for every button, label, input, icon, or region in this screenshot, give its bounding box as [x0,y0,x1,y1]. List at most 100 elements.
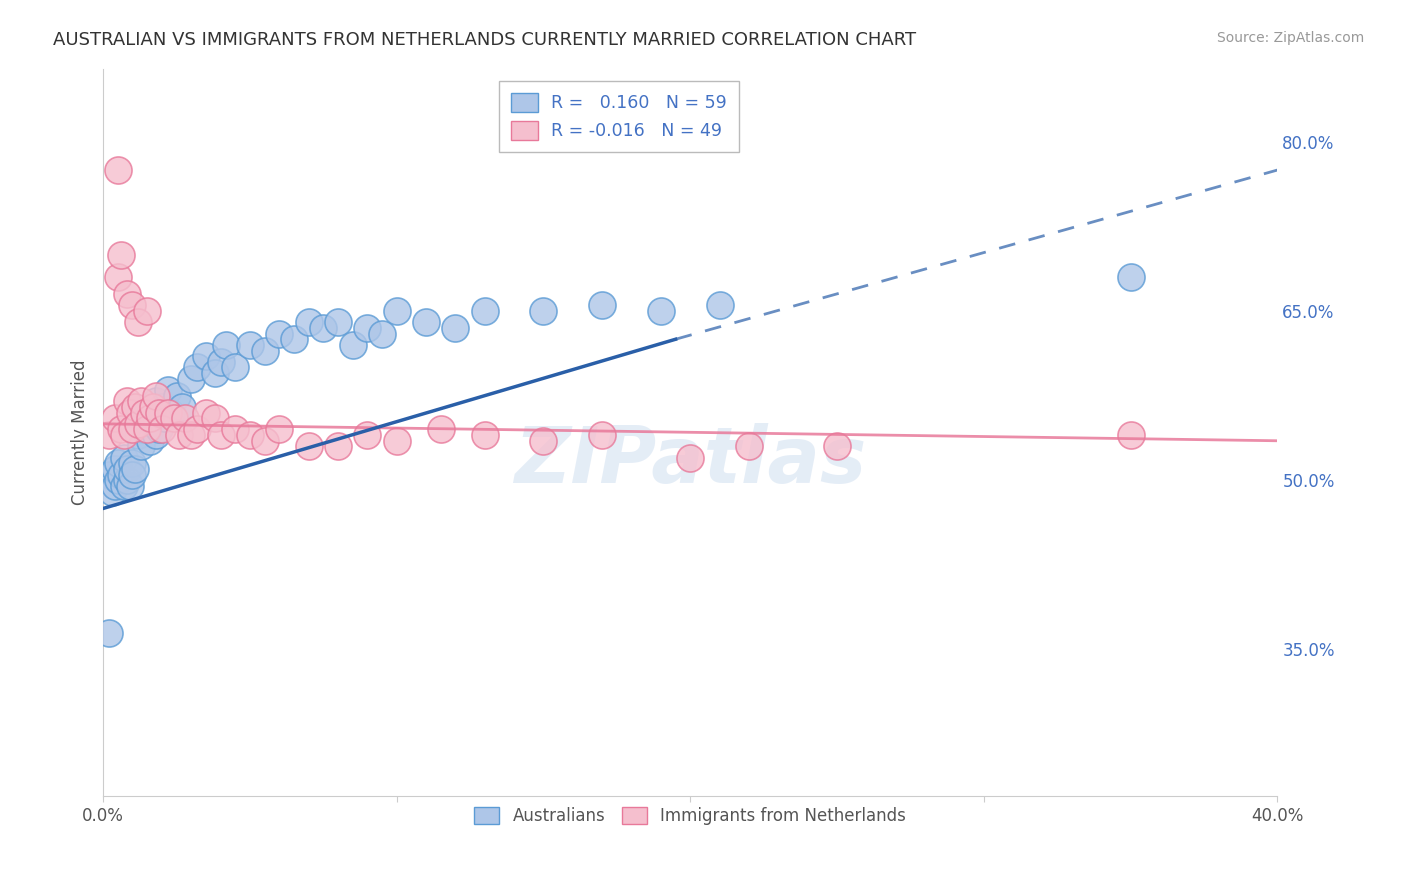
Point [342,338,364,352]
Point [104,462,127,476]
Point [110,247,132,261]
Point [356,321,378,335]
Point [134,422,156,436]
Point [156,383,179,397]
Text: ZIPatlas: ZIPatlas [515,424,866,500]
Point [204,411,226,425]
Point [115,473,138,487]
Point [148,406,170,420]
Point [112,450,135,465]
Point [172,400,194,414]
Text: Source: ZipAtlas.com: Source: ZipAtlas.com [1216,31,1364,45]
Point [118,479,141,493]
Point [121,467,143,482]
Point [591,298,613,312]
Point [444,321,467,335]
Point [215,338,238,352]
Point [159,406,181,420]
Point [371,326,394,341]
Point [98,467,121,482]
Point [209,355,232,369]
Point [139,434,162,448]
Point [298,315,321,329]
Point [166,389,188,403]
Point [112,479,135,493]
Point [180,428,202,442]
Point [415,315,437,329]
Point [136,304,159,318]
Point [145,428,167,442]
Point [107,270,129,285]
Point [139,411,162,425]
Point [169,428,191,442]
Point [253,343,276,358]
Point [150,422,173,436]
Point [253,434,276,448]
Point [298,439,321,453]
Text: AUSTRALIAN VS IMMIGRANTS FROM NETHERLANDS CURRENTLY MARRIED CORRELATION CHART: AUSTRALIAN VS IMMIGRANTS FROM NETHERLAND… [53,31,917,49]
Point [118,406,141,420]
Point [474,428,496,442]
Point [825,439,848,453]
Point [591,428,613,442]
Point [709,298,731,312]
Point [1119,428,1142,442]
Point [385,434,408,448]
Point [107,456,129,470]
Point [115,462,138,476]
Point [127,315,149,329]
Point [186,360,208,375]
Point [136,422,159,436]
Point [738,439,761,453]
Point [385,304,408,318]
Point [121,298,143,312]
Point [136,422,159,436]
Point [124,400,146,414]
Point [104,479,127,493]
Point [650,304,672,318]
Point [107,473,129,487]
Legend: Australians, Immigrants from Netherlands: Australians, Immigrants from Netherlands [464,797,917,835]
Point [136,406,159,420]
Point [145,394,167,409]
Point [209,428,232,442]
Point [127,428,149,442]
Point [110,422,132,436]
Point [204,366,226,380]
Point [224,360,246,375]
Point [186,422,208,436]
Point [104,411,127,425]
Point [162,411,184,425]
Point [239,428,262,442]
Point [239,338,262,352]
Point [121,456,143,470]
Point [142,417,165,431]
Point [356,428,378,442]
Point [145,389,167,403]
Point [129,394,152,409]
Point [679,450,702,465]
Point [283,332,305,346]
Point [134,406,156,420]
Point [112,428,135,442]
Point [101,484,124,499]
Point [153,411,176,425]
Point [121,422,143,436]
Point [533,304,555,318]
Point [326,315,349,329]
Point [127,411,149,425]
Point [156,406,179,420]
Point [110,467,132,482]
Point [474,304,496,318]
Point [115,394,138,409]
Point [115,287,138,301]
Point [150,400,173,414]
Point [142,400,165,414]
Point [429,422,451,436]
Point [533,434,555,448]
Point [312,321,335,335]
Point [107,163,129,178]
Point [98,428,121,442]
Point [194,349,217,363]
Point [98,625,121,640]
